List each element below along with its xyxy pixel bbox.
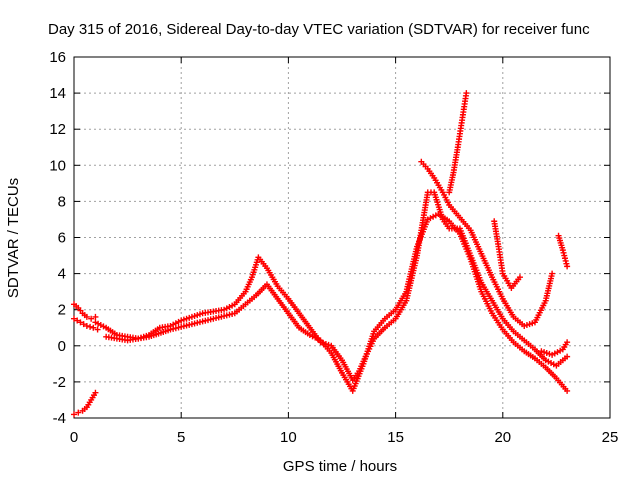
y-axis-label: SDTVAR / TECUs: [5, 178, 22, 298]
data-point: [83, 313, 90, 320]
x-tick-label: 5: [177, 429, 185, 446]
y-tick-label: -4: [53, 410, 66, 427]
y-tick-label: -2: [53, 374, 66, 391]
y-tick-label: 0: [58, 338, 66, 355]
chart-title: Day 315 of 2016, Sidereal Day-to-day VTE…: [48, 21, 590, 38]
x-tick-label: 0: [70, 429, 78, 446]
data-point: [83, 322, 90, 329]
data-point: [77, 319, 84, 326]
data-point-trail: [74, 317, 81, 324]
data-point: [92, 389, 99, 396]
x-axis-label: GPS time / hours: [283, 458, 397, 475]
x-tick-label: 15: [387, 429, 404, 446]
y-tick-label: 4: [58, 266, 66, 283]
y-tick-label: 16: [49, 49, 66, 66]
data-point: [71, 411, 77, 418]
data-point-trail: [561, 252, 568, 259]
data-point: [90, 324, 97, 331]
y-tick-label: 12: [49, 121, 66, 138]
data-points: [71, 90, 571, 418]
data-point-trail: [87, 323, 94, 330]
data-point: [71, 315, 77, 322]
data-point: [564, 387, 571, 394]
x-tick-label: 25: [602, 429, 619, 446]
y-tick-label: 14: [49, 85, 66, 102]
x-tick-label: 20: [494, 429, 511, 446]
data-point-trail: [563, 260, 570, 267]
grid: [74, 57, 610, 418]
y-tick-label: 6: [58, 230, 66, 247]
data-point: [75, 409, 82, 416]
axis-ticks: 0 5 10 15 20 25 -4 -2 0 2 4 6 8 10 12 14 16: [49, 49, 618, 446]
data-point-trail: [80, 321, 87, 328]
y-tick-label: 10: [49, 157, 66, 174]
data-point: [94, 326, 101, 333]
data-point-trail: [560, 249, 567, 256]
data-point-trail: [562, 257, 569, 264]
data-point: [564, 263, 571, 270]
y-tick-label: 2: [58, 302, 66, 319]
data-point: [516, 274, 523, 281]
data-point: [559, 247, 566, 254]
x-tick-label: 10: [280, 429, 297, 446]
data-point: [463, 90, 470, 97]
y-tick-label: 8: [58, 193, 66, 210]
data-point: [549, 270, 556, 277]
data-point: [92, 313, 99, 320]
data-point: [88, 315, 95, 322]
data-point: [564, 353, 571, 360]
data-point: [564, 339, 571, 346]
data-point-trail: [561, 255, 568, 262]
